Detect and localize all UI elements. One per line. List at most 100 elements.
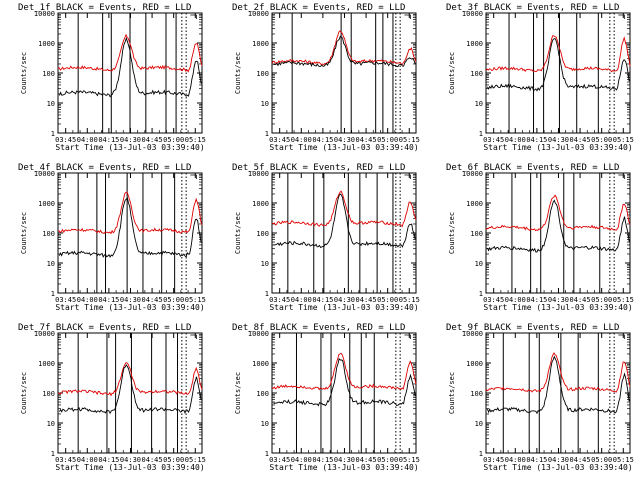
- panel-title: Det_6f BLACK = Events, RED = LLD: [446, 163, 619, 173]
- x-tick-label: 04:30: [334, 456, 355, 464]
- y-axis-label: Counts/sec: [234, 52, 242, 94]
- x-tick-label: 04:30: [548, 136, 569, 144]
- y-tick-label: 10000: [462, 10, 483, 18]
- x-tick-label: 04:15: [98, 136, 119, 144]
- panel-title: Det_2f BLACK = Events, RED = LLD: [232, 3, 405, 13]
- panel-det-1f: Det_1f BLACK = Events, RED = LLD 1 10 100 10…: [18, 3, 206, 152]
- x-tick-label: 04:30: [120, 136, 141, 144]
- y-axis-label: Counts/sec: [448, 372, 456, 414]
- y-tick-label: 1: [51, 130, 55, 138]
- x-tick-label: 04:45: [142, 136, 163, 144]
- y-tick-label: 10000: [34, 10, 55, 18]
- corner-bracket-mark: [404, 174, 411, 179]
- x-tick-label: 03:45: [269, 296, 290, 304]
- x-axis-label: Start Time (13-Jul-03 03:39:40): [483, 143, 632, 152]
- y-tick-label: 1: [51, 290, 55, 298]
- x-tick-label: 05:00: [591, 296, 612, 304]
- y-tick-label: 10000: [462, 330, 483, 338]
- x-tick-label: 04:00: [77, 136, 98, 144]
- panel-det-7f: Det_7f BLACK = Events, RED = LLD 1 10 100 10…: [18, 323, 206, 472]
- y-tick-label: 1000: [466, 360, 483, 368]
- panel-det-3f: Det_3f BLACK = Events, RED = LLD 1 10 100 10…: [446, 3, 634, 152]
- lld-series-line: [57, 33, 203, 73]
- events-series-line: [59, 364, 202, 415]
- y-tick-label: 100: [470, 230, 483, 238]
- y-tick-label: 10: [261, 100, 269, 108]
- x-tick-label: 04:00: [77, 456, 98, 464]
- y-tick-label: 10: [475, 420, 483, 428]
- y-tick-label: 1: [479, 130, 483, 138]
- x-tick-label: 05:15: [613, 456, 634, 464]
- y-tick-label: 1000: [38, 200, 55, 208]
- x-tick-label: 03:45: [55, 136, 76, 144]
- x-tick-label: 04:30: [120, 296, 141, 304]
- corner-bracket-mark: [190, 334, 197, 339]
- corner-bracket-mark: [404, 14, 411, 19]
- x-tick-label: 03:45: [55, 296, 76, 304]
- panel-det-9f: Det_9f BLACK = Events, RED = LLD 1 10 100 10…: [446, 323, 634, 472]
- panel-title: Det_8f BLACK = Events, RED = LLD: [232, 323, 405, 333]
- panel-det-2f: Det_2f BLACK = Events, RED = LLD 1 10 100 10…: [232, 3, 420, 152]
- y-tick-label: 10: [47, 420, 55, 428]
- events-series-line: [58, 197, 202, 258]
- x-tick-label: 05:00: [163, 456, 184, 464]
- x-axis-label: Start Time (13-Jul-03 03:39:40): [55, 303, 204, 312]
- x-tick-label: 04:00: [505, 456, 526, 464]
- x-tick-label: 03:45: [55, 456, 76, 464]
- x-tick-label: 04:00: [291, 296, 312, 304]
- y-tick-label: 1: [479, 450, 483, 458]
- y-tick-label: 100: [256, 70, 269, 78]
- x-tick-label: 04:45: [356, 456, 377, 464]
- y-tick-label: 1000: [38, 360, 55, 368]
- lld-series-line: [485, 352, 631, 393]
- panel-title: Det_3f BLACK = Events, RED = LLD: [446, 3, 619, 13]
- y-tick-label: 1000: [466, 200, 483, 208]
- x-tick-label: 04:15: [526, 456, 547, 464]
- x-tick-label: 04:30: [548, 456, 569, 464]
- x-axis-label: Start Time (13-Jul-03 03:39:40): [269, 303, 418, 312]
- x-tick-label: 04:00: [291, 136, 312, 144]
- x-tick-label: 04:45: [356, 296, 377, 304]
- y-tick-label: 10000: [248, 10, 269, 18]
- y-axis-label: Counts/sec: [448, 52, 456, 94]
- x-tick-label: 05:15: [185, 296, 206, 304]
- x-axis-label: Start Time (13-Jul-03 03:39:40): [269, 463, 418, 472]
- lld-series-line: [271, 190, 417, 228]
- x-tick-label: 03:45: [483, 296, 504, 304]
- y-tick-label: 1000: [252, 200, 269, 208]
- x-tick-label: 05:00: [163, 136, 184, 144]
- panel-det-5f: Det_5f BLACK = Events, RED = LLD 1 10 100 10…: [232, 163, 420, 312]
- x-tick-label: 04:00: [505, 296, 526, 304]
- x-tick-label: 04:45: [142, 296, 163, 304]
- y-tick-label: 100: [42, 390, 55, 398]
- x-tick-label: 03:45: [269, 456, 290, 464]
- events-series-line: [486, 199, 630, 253]
- y-axis-label: Counts/sec: [448, 212, 456, 254]
- panel-det-6f: Det_6f BLACK = Events, RED = LLD 1 10 100 10…: [446, 163, 634, 312]
- y-tick-label: 10000: [34, 330, 55, 338]
- y-axis-label: Counts/sec: [234, 372, 242, 414]
- x-tick-label: 05:15: [613, 136, 634, 144]
- y-tick-label: 100: [256, 230, 269, 238]
- x-tick-label: 05:00: [591, 136, 612, 144]
- y-tick-label: 10000: [34, 170, 55, 178]
- events-series-line: [273, 35, 416, 68]
- x-tick-label: 04:45: [570, 456, 591, 464]
- y-tick-label: 10: [261, 420, 269, 428]
- y-tick-label: 100: [470, 70, 483, 78]
- x-tick-label: 04:30: [120, 456, 141, 464]
- x-tick-label: 05:15: [399, 456, 420, 464]
- y-tick-label: 1000: [466, 40, 483, 48]
- events-series-line: [487, 38, 630, 92]
- x-tick-label: 05:00: [377, 296, 398, 304]
- x-tick-label: 04:15: [312, 296, 333, 304]
- y-tick-label: 10: [47, 100, 55, 108]
- x-tick-label: 04:15: [98, 456, 119, 464]
- y-tick-label: 100: [256, 390, 269, 398]
- x-tick-label: 03:45: [483, 456, 504, 464]
- y-tick-label: 1: [479, 290, 483, 298]
- events-series-line: [486, 355, 630, 415]
- x-tick-label: 05:00: [591, 456, 612, 464]
- y-tick-label: 1000: [252, 360, 269, 368]
